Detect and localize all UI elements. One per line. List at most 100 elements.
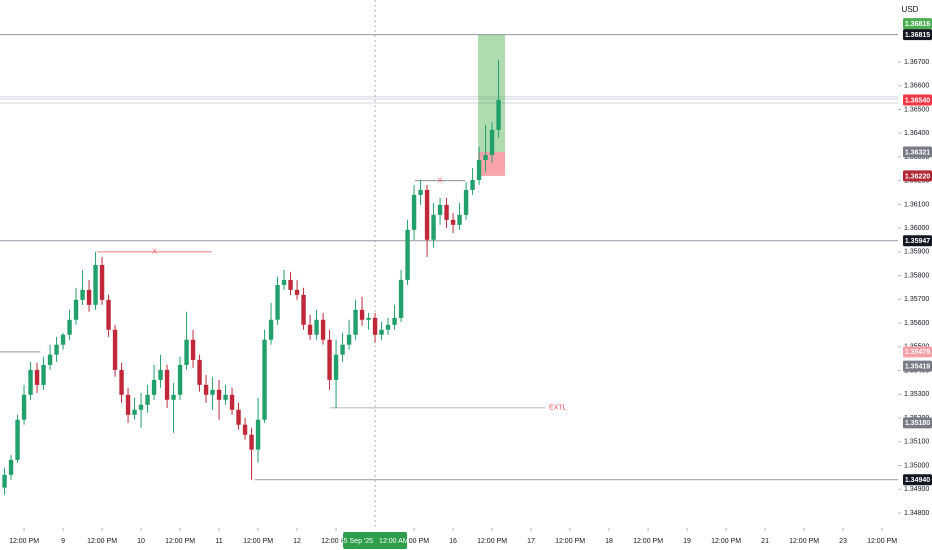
candle-body	[242, 424, 248, 435]
price-badge-box	[903, 146, 932, 158]
price-badge-label: 1.36220	[905, 173, 930, 180]
candle-body	[93, 264, 98, 305]
price-badge-label: 1.36540	[905, 97, 930, 104]
candle-body	[327, 339, 332, 380]
candle-body	[444, 204, 449, 220]
price-badge: 1.34940	[903, 474, 932, 486]
candle-body	[28, 369, 33, 395]
candle-body	[450, 219, 456, 225]
candle-body	[281, 279, 287, 285]
candle-body	[164, 369, 170, 400]
candle-body	[190, 339, 196, 360]
candle-body	[106, 299, 111, 330]
y-tick-label: 1.35700	[904, 296, 929, 303]
price-badge: 1.36815	[903, 29, 932, 41]
crosshair-date: 15 Sep '25	[340, 538, 373, 545]
x-tick-label: 11	[215, 538, 222, 545]
price-badge-box	[903, 417, 932, 429]
x-tick-label: 12:00 PM	[789, 538, 819, 545]
price-badge-label: 1.34940	[905, 477, 930, 484]
x-tick-label: 12:00 PM	[321, 538, 351, 545]
candle-body	[288, 279, 293, 290]
x-tick-label: 12:00 PM	[867, 538, 897, 545]
x-tick-label: 12:00 PM	[9, 538, 39, 545]
candle-body	[340, 344, 345, 355]
candle-body	[385, 324, 391, 330]
candle-body	[119, 369, 124, 395]
price-badge: 1.35947	[903, 235, 932, 247]
candle-body	[197, 359, 202, 385]
candle-body	[314, 319, 319, 335]
candle-body	[405, 229, 410, 280]
candle-body	[132, 409, 137, 415]
candle-body	[60, 334, 66, 345]
x-tick-label: 12:00 PM	[555, 538, 585, 545]
candle-body	[80, 289, 85, 300]
y-tick-label: 1.36000	[904, 225, 929, 232]
candle-body	[184, 339, 189, 365]
price-badge-box	[903, 18, 932, 30]
x-tick-label: 19	[683, 538, 691, 545]
price-badge-box	[903, 360, 932, 372]
x-tick-label: 9	[61, 538, 65, 545]
annotation-label: EXTL	[549, 405, 567, 412]
candle-body	[112, 329, 118, 370]
candle-body	[307, 324, 313, 335]
candle-body	[151, 379, 157, 395]
candle-body	[366, 317, 371, 320]
candle-body	[392, 317, 397, 325]
y-tick-label: 1.34900	[904, 486, 929, 493]
price-badge-label: 1.35180	[905, 420, 930, 427]
x-tick-label: 12:00 PM	[711, 538, 741, 545]
y-tick-label: 1.36500	[904, 106, 929, 113]
candle-body	[34, 369, 40, 385]
candle-body	[216, 389, 222, 400]
candle-body	[379, 329, 384, 335]
candle-body	[353, 309, 358, 335]
x-tick-label: 12:00 PM	[87, 538, 117, 545]
price-badge: 1.35479	[903, 346, 932, 358]
candle-body	[372, 317, 378, 335]
price-badge-label: 1.35419	[905, 363, 930, 370]
x-tick-label: 12	[293, 538, 301, 545]
candle-body	[275, 284, 280, 320]
price-badge: 1.36816	[903, 18, 932, 30]
candle-body	[54, 344, 59, 355]
x-tick-label: 10	[137, 538, 145, 545]
crosshair-time-box	[343, 532, 408, 549]
candle-body	[489, 129, 495, 156]
price-badge: 1.36321	[903, 146, 932, 158]
y-tick-label: 1.36400	[904, 130, 929, 137]
price-badge: 1.36540	[903, 94, 932, 106]
candle-body	[301, 294, 306, 325]
y-tick-label: 1.34800	[904, 510, 929, 517]
price-badge: 1.35419	[903, 360, 932, 372]
candle-body	[171, 394, 176, 400]
x-tick-label: 12:00 PM	[477, 538, 507, 545]
candle-body	[398, 279, 404, 318]
candle-body	[496, 99, 501, 130]
candle-body	[346, 334, 352, 345]
price-badge-box	[903, 94, 932, 106]
y-tick-label: 1.35800	[904, 272, 929, 279]
candle-body	[268, 319, 274, 340]
x-tick-label: 16	[449, 538, 457, 545]
price-badge: 1.36220	[903, 170, 932, 182]
y-tick-label: 1.35100	[904, 439, 929, 446]
candle-body	[86, 289, 92, 305]
x-tick-label: 12:00 PM	[633, 538, 663, 545]
price-badge-box	[903, 170, 932, 182]
candle-body	[125, 394, 131, 415]
candle-body	[41, 364, 46, 385]
candle-body	[145, 394, 150, 405]
price-badge-box	[903, 235, 932, 247]
price-badge-label: 1.36815	[905, 32, 930, 39]
candle-body	[67, 319, 72, 335]
y-tick-label: 1.36700	[904, 59, 929, 66]
y-tick-label: 1.36100	[904, 201, 929, 208]
candle-body	[437, 204, 443, 215]
candle-body	[177, 364, 183, 395]
x-tick-label: 12:00 PM	[243, 538, 273, 545]
